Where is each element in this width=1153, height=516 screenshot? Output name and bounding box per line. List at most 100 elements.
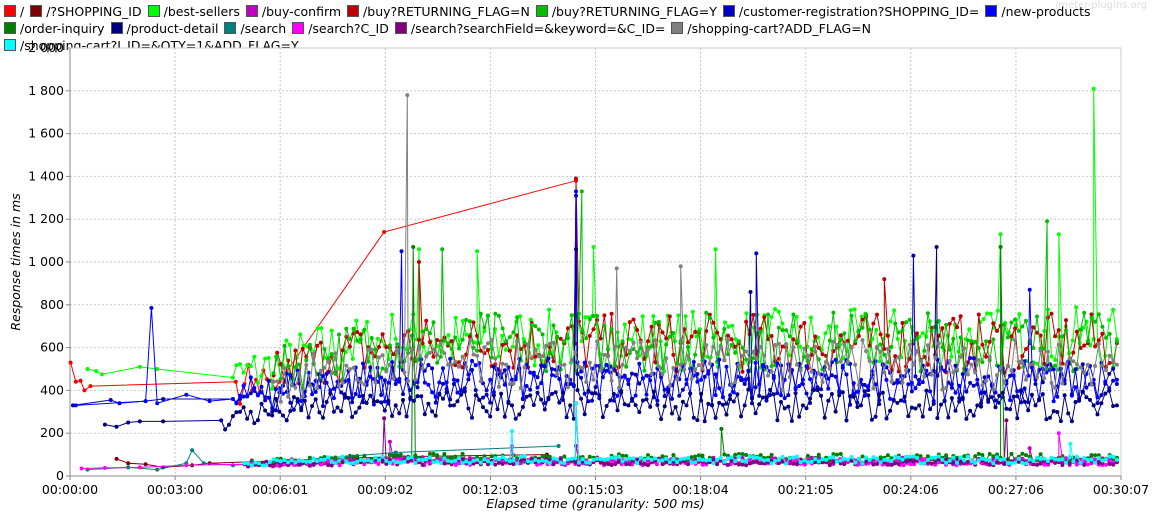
data-point: [884, 377, 889, 382]
data-point: [653, 320, 658, 325]
data-point: [1100, 363, 1105, 368]
data-point: [885, 462, 890, 467]
data-point: [811, 388, 816, 393]
data-point: [1095, 395, 1100, 400]
data-point: [404, 347, 409, 352]
data-point: [155, 367, 160, 371]
data-point: [355, 377, 360, 382]
data-point: [455, 378, 460, 383]
data-point: [1096, 312, 1101, 317]
data-point: [730, 323, 735, 328]
data-point: [438, 461, 443, 466]
data-point: [640, 398, 645, 403]
data-point: [620, 339, 625, 344]
data-point: [773, 307, 778, 312]
data-point: [929, 372, 934, 377]
data-point: [1033, 403, 1038, 408]
data-point: [924, 334, 929, 339]
data-point: [671, 352, 676, 357]
data-point: [718, 456, 723, 460]
data-point: [536, 354, 541, 359]
data-point: [835, 452, 839, 457]
data-point: [744, 458, 749, 463]
data-point: [907, 356, 912, 361]
data-point: [635, 457, 640, 462]
y-axis-label: Response times in ms: [8, 193, 23, 331]
legend-swatch: [224, 22, 237, 34]
data-point: [710, 403, 714, 408]
data-point: [893, 354, 898, 359]
data-point: [1088, 397, 1092, 402]
data-point: [713, 372, 718, 377]
data-point: [805, 460, 810, 465]
data-point: [702, 419, 707, 424]
data-point: [438, 341, 443, 346]
data-point: [475, 348, 480, 353]
data-point: [562, 461, 567, 466]
data-point: [406, 459, 411, 464]
data-point: [675, 377, 680, 382]
data-point: [430, 390, 435, 395]
data-point: [457, 461, 462, 466]
data-point: [1051, 399, 1056, 404]
data-point: [281, 413, 285, 418]
data-point: [742, 403, 747, 408]
data-point: [901, 463, 906, 468]
data-point: [319, 326, 324, 331]
data-point: [724, 412, 729, 417]
data-point: [967, 327, 972, 332]
data-point: [906, 414, 911, 419]
data-point: [293, 385, 298, 390]
x-tick-label: 00:15:03: [567, 482, 623, 497]
data-point: [293, 365, 298, 370]
data-point: [1080, 389, 1085, 394]
data-point: [766, 337, 770, 342]
data-point: [299, 399, 304, 403]
legend-item: /shopping-cart?ADD_FLAG=N: [671, 20, 871, 37]
data-point: [1073, 367, 1078, 372]
data-point: [686, 353, 690, 358]
data-point: [780, 328, 785, 333]
data-point: [368, 393, 373, 398]
data-point: [288, 400, 293, 405]
data-point: [401, 392, 405, 397]
data-point: [315, 459, 320, 464]
data-point: [333, 371, 338, 376]
data-point: [682, 456, 687, 461]
data-point: [573, 460, 578, 465]
legend-label: /customer-registration?SHOPPING_ID=: [738, 4, 980, 19]
data-point: [1074, 462, 1079, 467]
data-point: [453, 363, 458, 368]
data-point: [544, 343, 549, 348]
data-point: [947, 321, 952, 326]
data-point: [925, 458, 930, 462]
data-point: [873, 414, 878, 419]
data-point: [651, 314, 656, 319]
series-line: [116, 454, 547, 468]
data-point: [248, 391, 253, 396]
data-point: [957, 396, 962, 401]
data-point: [259, 390, 264, 395]
data-point: [797, 414, 802, 419]
data-point: [1013, 338, 1018, 343]
data-point: [377, 458, 381, 463]
data-point: [161, 419, 166, 424]
data-point: [555, 457, 560, 462]
data-point: [489, 355, 494, 360]
data-point: [909, 380, 914, 385]
data-point: [593, 385, 598, 390]
data-point: [366, 458, 371, 463]
data-point: [906, 382, 911, 387]
data-point: [971, 413, 976, 418]
data-point: [840, 363, 845, 368]
data-point: [464, 364, 469, 369]
data-point: [409, 455, 414, 460]
data-point: [1016, 365, 1021, 370]
data-point: [1008, 373, 1013, 378]
data-point: [984, 339, 989, 344]
data-point: [1027, 446, 1032, 451]
data-point: [406, 378, 411, 383]
data-point: [875, 344, 879, 349]
data-point: [660, 454, 665, 459]
legend-label: /search: [240, 21, 287, 36]
